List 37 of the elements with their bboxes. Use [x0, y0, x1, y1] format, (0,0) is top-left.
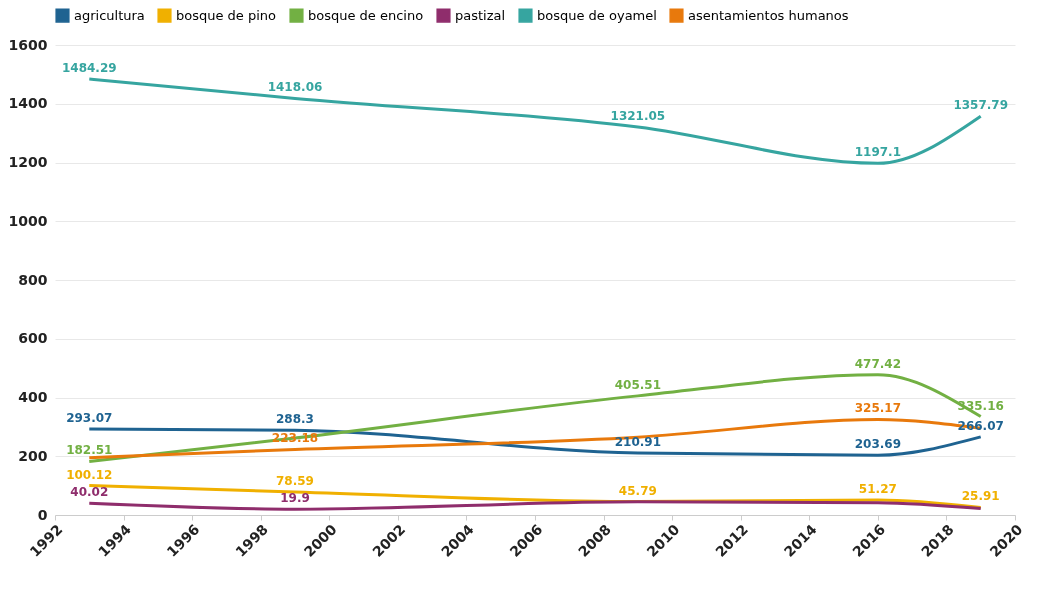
data-label: 405.51: [614, 377, 662, 392]
y-tick-label: 400: [18, 389, 48, 405]
data-label: 1484.29: [61, 60, 117, 75]
data-label: 1357.79: [953, 98, 1009, 113]
line-series: [87, 500, 983, 511]
legend-label: bosque de pino: [176, 7, 277, 23]
data-label: 40.02: [70, 485, 109, 500]
y-tick-label: 1200: [8, 154, 48, 170]
data-label: 19.9: [280, 491, 310, 506]
data-label: 288.3: [276, 412, 314, 427]
y-tick-label: 600: [18, 330, 48, 347]
legend-label: bosque de oyamel: [537, 7, 657, 23]
data-label: 1321.05: [610, 108, 666, 123]
data-label: 293.07: [66, 410, 113, 425]
data-label: 1197.1: [854, 145, 902, 160]
data-label: 210.91: [614, 435, 662, 450]
data-label: 266.07: [957, 418, 1004, 433]
data-label: 45.79: [618, 483, 657, 498]
data-label: 203.69: [854, 437, 902, 452]
y-tick-label: 1600: [8, 36, 48, 53]
data-label: 100.12: [66, 467, 113, 482]
legend-label: bosque de encino: [308, 7, 424, 23]
data-label: 325.17: [854, 401, 902, 416]
data-label: 1418.06: [267, 80, 323, 95]
y-tick-label: 1000: [8, 212, 48, 229]
y-tick-label: 200: [18, 447, 48, 464]
legend-label: agricultura: [74, 7, 145, 23]
legend-label: asentamientos humanos: [688, 7, 849, 23]
y-tick-label: 800: [18, 271, 48, 288]
data-label: 78.59: [276, 473, 314, 488]
data-label: 51.27: [858, 481, 897, 496]
legend-label: pastizal: [455, 7, 506, 23]
y-tick-label: 1400: [8, 95, 48, 112]
data-label: 25.91: [961, 489, 1000, 504]
data-label: 477.42: [854, 356, 902, 371]
y-tick-label: 0: [37, 506, 48, 523]
data-label: 182.51: [66, 443, 113, 458]
